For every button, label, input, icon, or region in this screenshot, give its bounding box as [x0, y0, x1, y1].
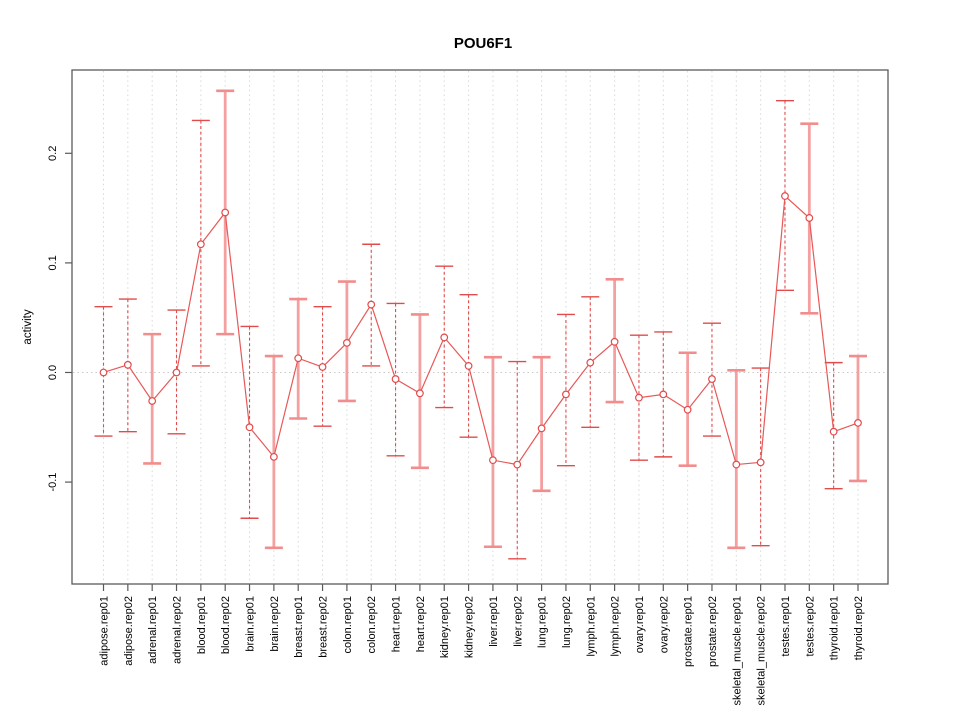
x-tick-label: liver.rep01 [488, 596, 500, 647]
y-tick-label: -0.1 [47, 473, 59, 492]
x-tick-label: adrenal.rep01 [147, 596, 159, 664]
data-point [367, 300, 376, 309]
data-point [829, 427, 838, 436]
error-bar [849, 354, 867, 483]
x-tick-label: skeletal_muscle.rep02 [756, 596, 768, 705]
x-tick-label: ovary.rep01 [634, 596, 646, 653]
data-point [196, 240, 205, 249]
error-bar [581, 296, 600, 428]
data-point [464, 362, 473, 370]
x-tick-label: lymph.rep01 [585, 596, 597, 657]
x-tick-label: adrenal.rep02 [172, 596, 184, 664]
x-tick-label: breast.rep02 [318, 596, 330, 658]
error-bar [362, 243, 381, 367]
x-tick-label: testes.rep01 [780, 596, 792, 657]
data-point [172, 368, 181, 377]
x-tick-label: prostate.rep01 [683, 596, 695, 667]
chart-title: POU6F1 [454, 35, 512, 52]
data-point [708, 375, 716, 383]
error-bar [435, 265, 454, 409]
error-bar [191, 119, 210, 367]
error-bar [483, 355, 502, 549]
data-point [659, 390, 668, 399]
data-point [537, 424, 546, 433]
x-tick-label: testes.rep02 [804, 596, 816, 657]
x-tick-label: thyroid.rep02 [853, 596, 865, 660]
error-bar [532, 355, 551, 493]
x-tick-label: lung.rep02 [561, 596, 573, 648]
data-point [318, 363, 327, 371]
x-tick-label: lung.rep01 [537, 596, 549, 648]
error-bar [556, 313, 575, 467]
x-tick-label: breast.rep01 [293, 596, 305, 658]
error-bar [775, 99, 794, 291]
data-point [342, 338, 351, 347]
plot-border [71, 69, 889, 585]
error-bar [94, 306, 113, 437]
data-point [683, 405, 692, 414]
data-point [610, 337, 619, 346]
x-tick-label: brain.rep01 [245, 596, 257, 652]
data-point [269, 452, 278, 461]
error-bar [118, 298, 137, 433]
y-tick-label: 0.2 [47, 146, 59, 161]
x-tick-label: thyroid.rep01 [829, 596, 841, 660]
x-tick-label: kidney.rep01 [439, 596, 451, 658]
x-tick-label: colon.rep01 [342, 596, 354, 654]
data-point [294, 354, 303, 363]
x-tick-label: kidney.rep02 [464, 596, 476, 658]
error-bar [386, 302, 405, 457]
data-point [756, 458, 765, 467]
chart-layer: -0.1 0.0 0.1 0.2 adipose.rep01 adipose.rep02 a… [47, 69, 889, 705]
data-point [245, 423, 254, 432]
x-tick-label: heart.rep02 [415, 596, 427, 652]
data-point [391, 375, 400, 383]
error-bar [824, 361, 843, 490]
data-point [635, 393, 643, 402]
x-tick-label: heart.rep01 [391, 596, 403, 652]
series-line [103, 194, 859, 466]
x-tick-label: ovary.rep02 [658, 596, 670, 653]
data-point [562, 390, 570, 399]
data-point [854, 418, 862, 427]
x-tick-label: prostate.rep02 [707, 596, 719, 667]
data-point [148, 397, 157, 405]
data-point [440, 333, 449, 342]
data-point [732, 460, 741, 469]
error-bar [727, 368, 746, 550]
error-bar [313, 306, 332, 427]
error-bar [751, 367, 770, 547]
data-point [99, 368, 108, 377]
data-point [805, 214, 814, 222]
data-point [586, 358, 595, 367]
x-tick-label: adipose.rep01 [99, 596, 111, 666]
x-tick-label: colon.rep02 [366, 596, 378, 654]
x-tick-label: lymph.rep02 [610, 596, 622, 657]
data-point [221, 208, 230, 217]
x-tick-label: brain.rep02 [269, 596, 281, 652]
x-tick-label: blood.rep02 [220, 596, 232, 654]
error-bar [264, 354, 283, 550]
y-axis-label: activity [22, 309, 34, 344]
error-bar [508, 360, 527, 560]
data-point [489, 456, 497, 465]
x-tick-label: skeletal_muscle.rep01 [731, 596, 743, 705]
y-tick-label: 0.1 [47, 255, 59, 270]
y-tick-label: 0.0 [47, 365, 59, 380]
x-tick-label: liver.rep02 [512, 596, 524, 647]
data-point [781, 192, 789, 200]
data-point [416, 389, 424, 398]
x-tick-label: adipose.rep02 [123, 596, 135, 666]
error-bar [459, 293, 478, 438]
data-point [513, 460, 522, 469]
data-point [123, 360, 132, 369]
x-tick-label: blood.rep01 [196, 596, 208, 654]
